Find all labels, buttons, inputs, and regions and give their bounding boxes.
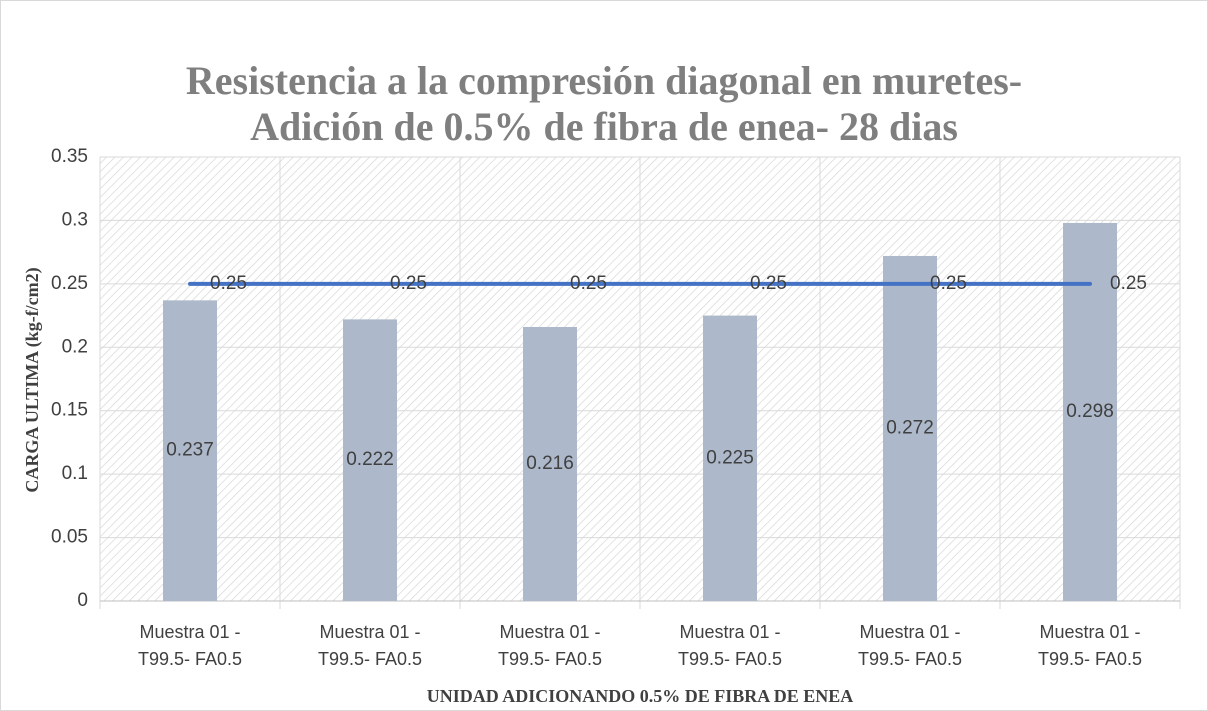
bar-data-label: 0.237 bbox=[166, 440, 214, 461]
chart-title: Resistencia a la compresión diagonal en … bbox=[185, 58, 1023, 149]
y-tick-label: 0.05 bbox=[51, 527, 88, 548]
y-tick-label: 0.35 bbox=[51, 146, 88, 167]
y-tick-label: 0.15 bbox=[51, 400, 88, 421]
line-data-label: 0.25 bbox=[210, 273, 247, 294]
line-data-label: 0.25 bbox=[570, 273, 607, 294]
x-tick-label: Muestra 01 - T99.5- FA0.5 bbox=[137, 622, 243, 669]
line-data-label: 0.25 bbox=[390, 273, 427, 294]
x-tick-label: Muestra 01 - T99.5- FA0.5 bbox=[857, 622, 963, 669]
y-tick-label: 0.25 bbox=[51, 273, 88, 294]
bar bbox=[1063, 222, 1117, 602]
x-tick-label: Muestra 01 - T99.5- FA0.5 bbox=[497, 622, 603, 669]
bar bbox=[703, 315, 757, 601]
line-data-label: 0.25 bbox=[750, 273, 787, 294]
bar bbox=[523, 326, 577, 601]
y-axis-label: CARGA ULTIMA (kg-f/cm2) bbox=[22, 267, 42, 493]
line-data-label: 0.25 bbox=[930, 273, 967, 294]
bar bbox=[163, 300, 217, 601]
bar-data-label: 0.222 bbox=[346, 449, 394, 470]
x-tick-label: Muestra 01 - T99.5- FA0.5 bbox=[317, 622, 423, 669]
y-tick-label: 0 bbox=[77, 590, 88, 611]
bar-data-label: 0.298 bbox=[1066, 401, 1114, 422]
bar-data-label: 0.216 bbox=[526, 453, 574, 474]
x-tick-label: Muestra 01 - T99.5- FA0.5 bbox=[677, 622, 783, 669]
x-tick-label: Muestra 01 - T99.5- FA0.5 bbox=[1037, 622, 1143, 669]
y-tick-label: 0.3 bbox=[62, 209, 88, 230]
bar-data-label: 0.272 bbox=[886, 417, 934, 438]
bar bbox=[883, 255, 937, 601]
line-data-label: 0.25 bbox=[1110, 273, 1147, 294]
bar bbox=[343, 319, 397, 601]
y-tick-label: 0.2 bbox=[62, 336, 88, 357]
bar-data-label: 0.225 bbox=[706, 447, 754, 468]
x-axis-label: UNIDAD ADICIONANDO 0.5% DE FIBRA DE ENEA bbox=[426, 686, 854, 706]
y-tick-label: 0.1 bbox=[62, 463, 88, 484]
